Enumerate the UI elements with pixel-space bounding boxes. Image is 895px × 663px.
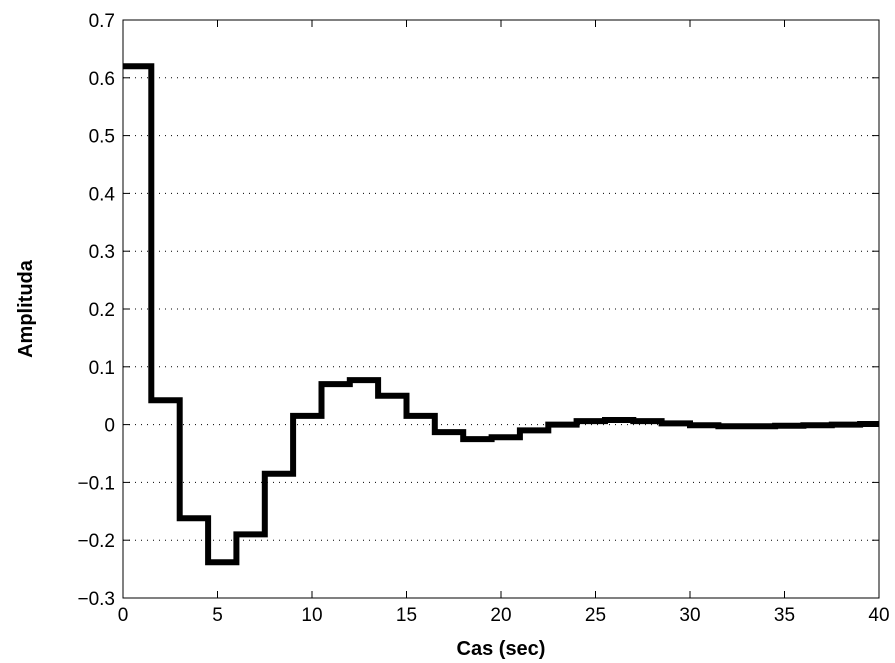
y-tick-label: −0.2 [77,531,115,552]
y-tick-label: −0.1 [77,473,115,494]
y-tick-label: −0.3 [77,589,115,610]
y-tick-label: 0.6 [89,69,115,90]
x-tick-label: 10 [301,605,322,626]
series-step-line [123,63,879,566]
y-tick-label: 0.1 [89,358,115,379]
y-tick-label: 0.4 [89,184,116,205]
y-tick-label: 0.3 [89,242,115,263]
x-tick-label: 5 [212,605,223,626]
y-tick-label: 0 [104,416,115,437]
x-tick-label: 15 [396,605,417,626]
x-tick-label: 25 [585,605,606,626]
grid-lines [123,77,879,541]
x-tick-label: 20 [490,605,511,626]
y-axis-label: Amplituda [15,259,37,358]
y-tick-label: 0.5 [89,127,115,148]
x-tick-label: 30 [679,605,700,626]
x-tick-label: 0 [118,605,129,626]
y-tick-label: 0.7 [89,11,115,32]
y-tick-label: 0.2 [89,300,115,321]
x-tick-label: 40 [868,605,889,626]
x-axis-label: Cas (sec) [457,638,546,660]
x-tick-label: 35 [774,605,795,626]
axis-ticks [122,19,880,599]
